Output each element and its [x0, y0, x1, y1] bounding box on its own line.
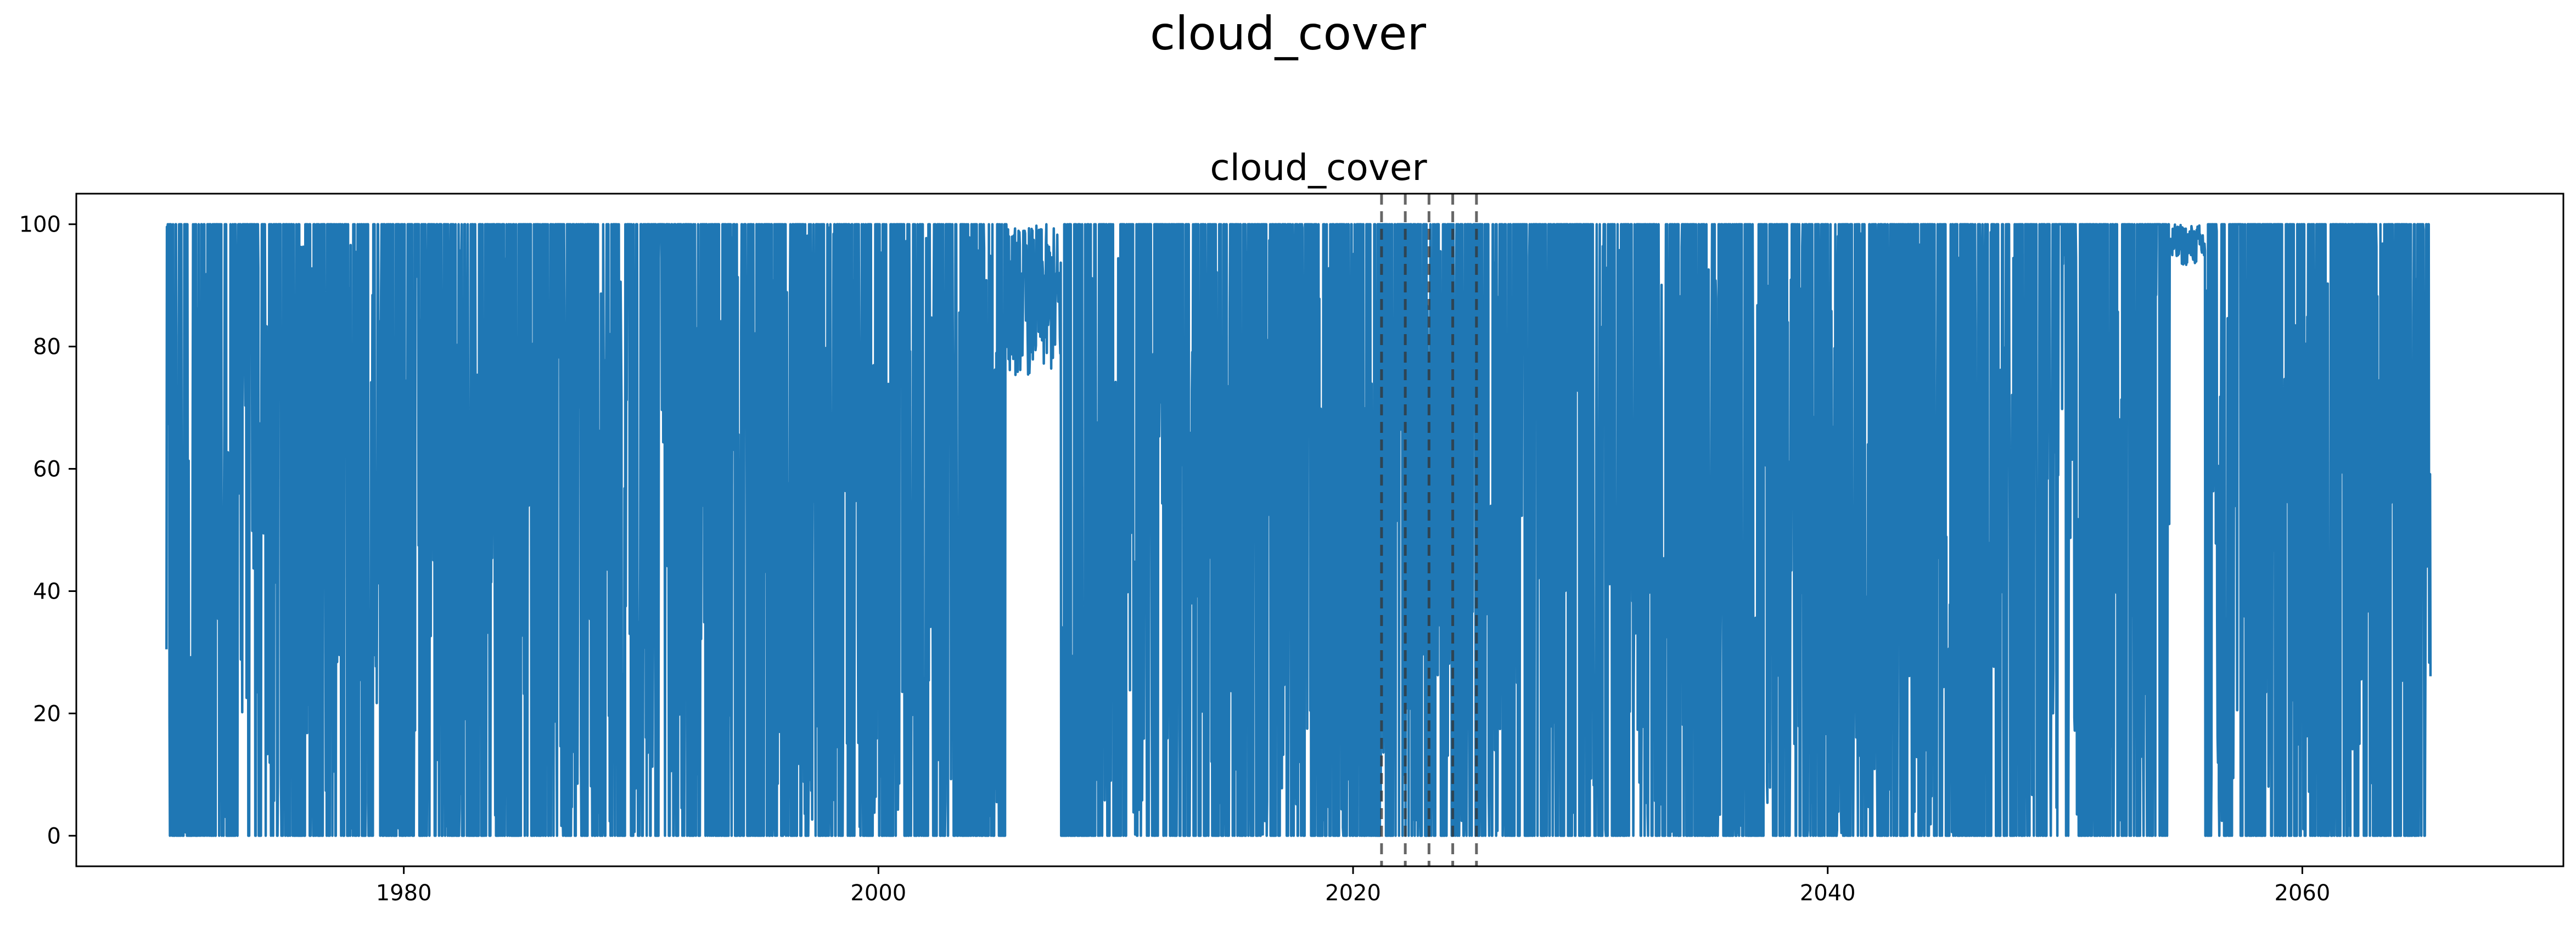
y-tick-label: 0 [47, 824, 61, 849]
x-axis: 1980 2000 2020 2040 2060 [376, 866, 2331, 906]
x-tick-label: 2020 [1325, 881, 1381, 906]
series-line [165, 223, 2432, 837]
x-tick-label: 2000 [850, 881, 906, 906]
y-axis: 0 20 40 60 80 100 [19, 212, 76, 849]
y-tick-label: 80 [33, 335, 61, 360]
y-tick-label: 60 [33, 457, 61, 482]
y-tick-label: 40 [33, 579, 61, 604]
figure-suptitle: cloud_cover [1150, 7, 1426, 60]
chart-title: cloud_cover [1210, 146, 1427, 189]
y-tick-label: 20 [33, 701, 61, 726]
x-tick-label: 1980 [376, 881, 432, 906]
y-tick-label: 100 [19, 212, 61, 238]
plot-area [165, 194, 2432, 866]
axes-frame [75, 193, 2564, 867]
x-tick-label: 2060 [2275, 881, 2331, 906]
x-tick-label: 2040 [1800, 881, 1856, 906]
